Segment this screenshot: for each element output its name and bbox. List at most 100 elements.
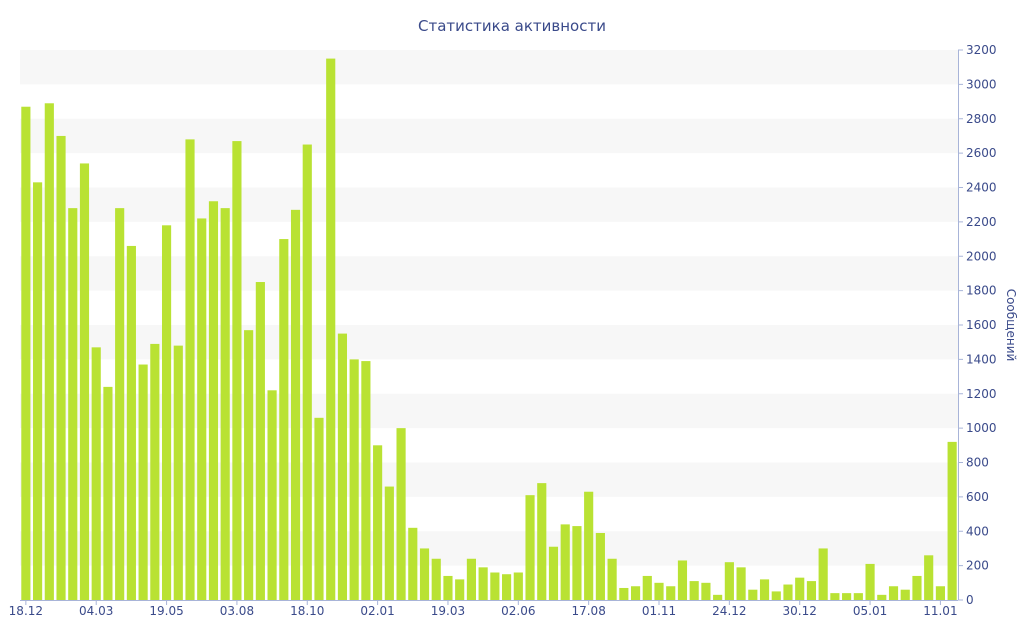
bar [689,581,699,600]
bar [736,567,746,600]
bar [795,577,805,600]
bar [384,486,394,600]
bar [595,532,605,600]
x-tick-label: 19.05 [149,604,183,618]
y-axis-ticks: 0 200 400 600 800 1000 1200 1400 1600 1800 2000 220… [958,43,997,607]
bar [419,548,430,600]
bar [818,548,828,600]
bar [630,586,641,600]
bar [947,441,957,601]
bar [912,575,922,600]
bar [126,245,136,600]
bar [853,593,863,601]
x-tick-label: 18.10 [290,604,324,618]
bar [888,586,899,600]
y-tick-label: 1000 [966,421,997,435]
y-tick-label: 800 [966,456,989,470]
bar [748,589,758,600]
x-tick-label: 19.03 [431,604,465,618]
bar [525,495,535,600]
bar [197,218,207,600]
bar [642,575,652,600]
bar [396,428,406,601]
x-tick-label: 03.08 [220,604,254,618]
bar [150,343,160,600]
y-tick-label: 200 [966,559,989,573]
grid-band [20,256,958,291]
x-tick-label: 02.06 [501,604,535,618]
bar [537,483,547,601]
x-tick-label: 02.01 [360,604,394,618]
bar [290,209,301,600]
bar [443,575,453,600]
bar [548,546,559,600]
y-tick-label: 1200 [966,387,997,401]
bar [677,560,688,600]
bar [326,58,336,600]
bar [337,333,348,600]
bar [314,417,324,600]
grid-bands [20,50,958,566]
grid-band [20,393,958,429]
bar [783,584,793,600]
y-tick-label: 2400 [966,181,997,195]
bar [806,581,817,600]
bar [185,139,195,601]
bar [91,347,101,600]
bar [654,582,664,600]
y-tick-label: 0 [966,593,974,607]
bar [924,555,934,600]
bar [373,445,383,600]
bar [56,135,66,600]
bars [21,58,957,601]
bar [302,144,312,600]
bar [877,594,887,600]
x-tick-label: 11.01 [923,604,957,618]
bar [208,201,219,600]
x-tick-label: 05.01 [853,604,887,618]
bar [607,558,617,600]
x-tick-label: 17.08 [571,604,605,618]
bar [267,390,277,600]
y-tick-label: 3000 [966,77,997,91]
y-tick-label: 400 [966,524,989,538]
bar [572,526,582,600]
bar [44,103,54,600]
bar [666,586,676,600]
y-tick-label: 2600 [966,146,997,160]
grid-band [20,462,958,497]
y-tick-label: 1600 [966,318,997,332]
y-tick-label: 2800 [966,112,997,126]
x-tick-label: 30.12 [783,604,817,618]
y-tick-label: 3200 [966,43,997,57]
x-tick-label: 04.03 [79,604,113,618]
grid-band [20,50,958,85]
x-axis-ticks: 18.12 04.03 19.05 03.08 18.10 02.01 19.03 02.06… [9,600,958,618]
bar [935,586,945,600]
x-tick-label: 24.12 [712,604,746,618]
bar [408,527,418,600]
chart-title: Статистика активности [418,17,606,35]
bar [103,386,113,601]
bar [842,593,852,601]
bar [232,141,242,600]
bar [79,163,90,600]
y-tick-label: 2000 [966,249,997,263]
bar [584,491,594,600]
bar [361,361,371,600]
y-tick-label: 600 [966,490,989,504]
bar [220,208,230,601]
bar [771,591,781,600]
y-tick-label: 1800 [966,284,997,298]
x-tick-label: 01.11 [642,604,676,618]
bar [900,589,910,600]
bar [478,567,488,600]
bar [161,225,172,600]
x-tick-label: 18.12 [9,604,43,618]
bar [138,364,148,600]
bar [724,562,734,600]
bar [279,239,289,600]
bar [21,106,31,600]
bar [431,558,441,600]
